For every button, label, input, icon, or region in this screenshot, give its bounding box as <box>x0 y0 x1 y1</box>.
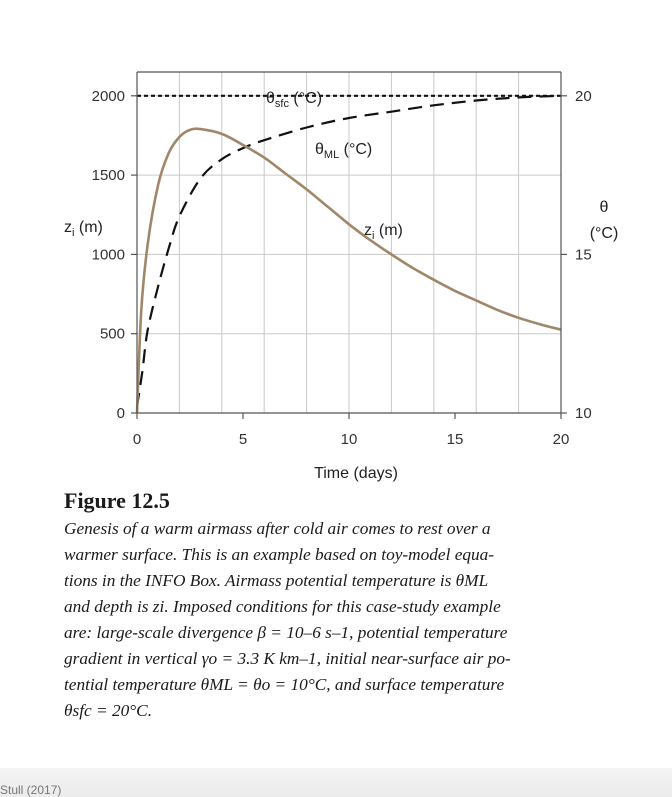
x-axis-title: Time (days) <box>314 465 398 482</box>
series-zi-line <box>135 127 562 414</box>
y-left-tick-label: 0 <box>117 405 125 422</box>
y-left-tick-label: 500 <box>100 326 125 343</box>
y-right-axis-symbol: θ <box>600 199 609 216</box>
ann-theta-ml-main: θ <box>315 141 324 158</box>
y-left-tick-label: 1000 <box>92 246 125 263</box>
annotation-theta-sfc: θsfc (°C) <box>266 90 322 110</box>
chart: 0 500 1000 1500 2000 10 15 20 0 5 10 15 20 Time (day… <box>64 71 619 482</box>
y-left-title-units: (m) <box>74 219 102 236</box>
x-tick-label: 15 <box>447 431 464 448</box>
ann-theta-sfc-sub: sfc <box>275 98 290 110</box>
figure-caption: Genesis of a warm airmass after cold air… <box>64 516 638 724</box>
y-left-title-sub: i <box>72 227 74 239</box>
annotation-zi: zi (m) <box>364 222 403 242</box>
y-right-axis-units: (°C) <box>590 225 619 242</box>
y-right-tick-label: 20 <box>575 88 592 105</box>
caption-line-4: and depth is zi. Imposed conditions for … <box>64 597 501 616</box>
caption-line-3: tions in the INFO Box. Airmass potential… <box>64 571 489 590</box>
y-left-tick-label: 2000 <box>92 88 125 105</box>
x-tick-label: 0 <box>133 431 141 448</box>
caption-line-2: warmer surface. This is an example based… <box>64 545 495 564</box>
ann-theta-ml-sub: ML <box>324 149 339 161</box>
caption-line-5: are: large-scale divergence β = 10–6 s–1… <box>64 623 508 642</box>
annotation-theta-ml: θML (°C) <box>315 141 372 161</box>
y-left-tick-label: 1500 <box>92 167 125 184</box>
series-group <box>135 94 562 414</box>
source-credit: Stull (2017) <box>0 783 62 797</box>
ann-zi-main: z <box>364 222 372 239</box>
x-tick-label: 20 <box>553 431 570 448</box>
tick-labels: 0 500 1000 1500 2000 10 15 20 0 5 10 15 20 <box>92 88 592 448</box>
x-tick-label: 10 <box>341 431 358 448</box>
x-tick-label: 5 <box>239 431 247 448</box>
footer-band <box>0 768 672 797</box>
caption-line-6: gradient in vertical γo = 3.3 K km–1, in… <box>64 649 511 668</box>
series-theta-ml-line <box>135 94 562 407</box>
ann-theta-sfc-rest: (°C) <box>289 90 322 107</box>
figure-label: Figure 12.5 <box>64 488 170 513</box>
ann-theta-ml-rest: (°C) <box>339 141 372 158</box>
ann-zi-sub: i <box>372 230 374 242</box>
y-left-axis-title: zi (m) <box>64 219 103 239</box>
caption-line-7: tential temperature θML = θo = 10°C, and… <box>64 675 505 694</box>
caption-line-1: Genesis of a warm airmass after cold air… <box>64 519 491 538</box>
y-right-tick-label: 15 <box>575 246 592 263</box>
ann-theta-sfc-main: θ <box>266 90 275 107</box>
grid <box>137 72 561 413</box>
ann-zi-rest: (m) <box>374 222 402 239</box>
y-right-tick-label: 10 <box>575 405 592 422</box>
caption-line-8: θsfc = 20°C. <box>64 701 153 720</box>
y-left-title-main: z <box>64 219 72 236</box>
